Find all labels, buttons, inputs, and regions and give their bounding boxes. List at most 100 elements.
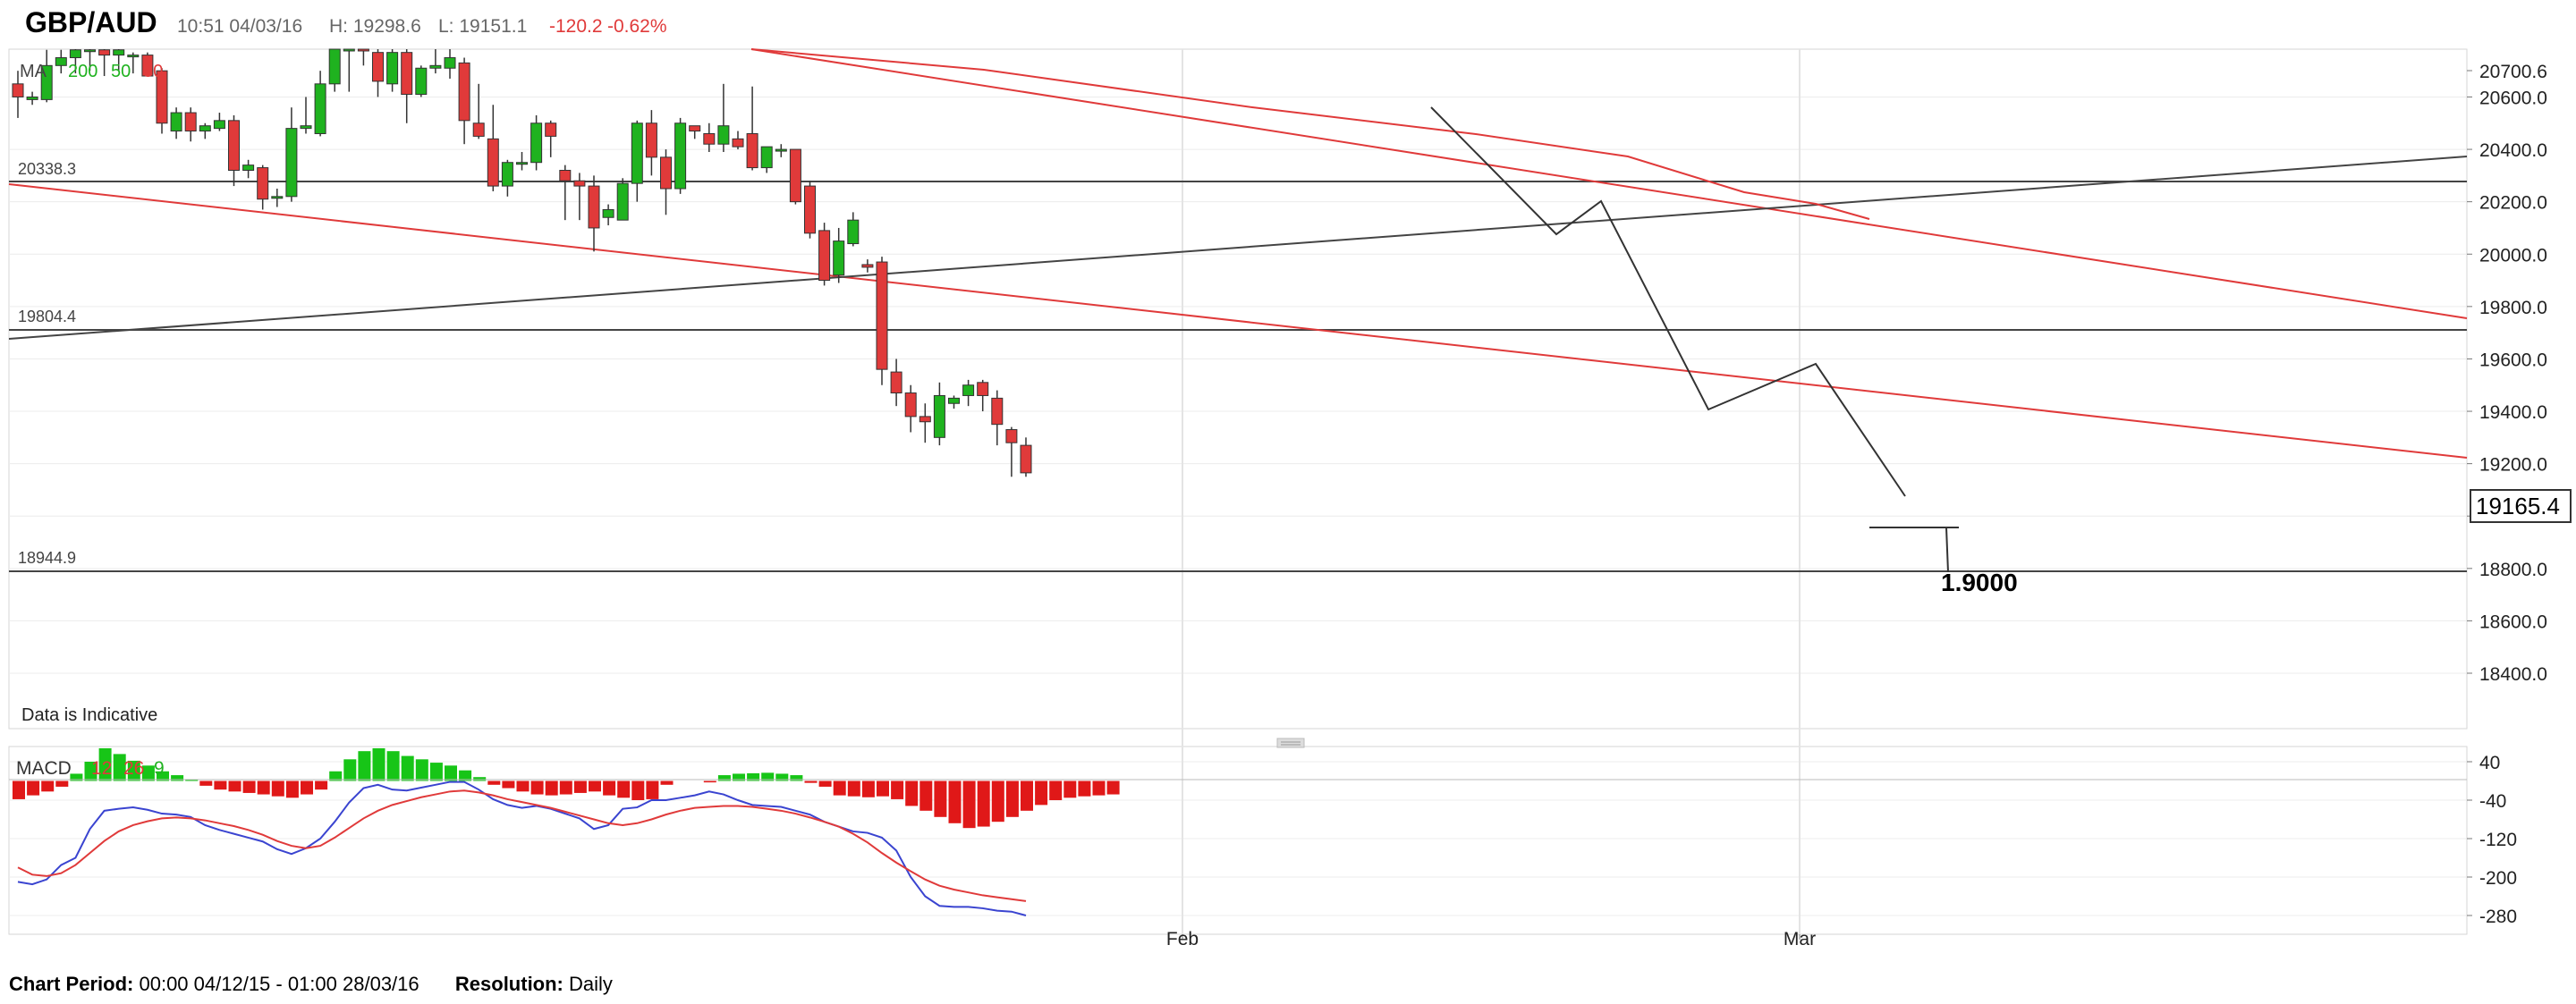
moving-average-line [750, 48, 1870, 220]
level-label-18944: 18944.9 [18, 549, 76, 567]
macd-bar [70, 773, 83, 781]
macd-bar [919, 780, 933, 811]
candle [228, 114, 240, 187]
macd-bar [98, 747, 112, 781]
macd-line [17, 780, 1027, 916]
macd-bar [1092, 780, 1106, 796]
macd-bar [315, 780, 328, 790]
indicative-note: Data is Indicative [21, 705, 157, 725]
macd-bar [415, 759, 428, 781]
candle [732, 131, 744, 150]
macd-bar [459, 770, 472, 781]
price-tick-label: 20600.0 [2479, 88, 2547, 108]
grey-trendline [8, 156, 2468, 340]
macd-signal: 9 [154, 758, 165, 779]
candle [1020, 437, 1032, 477]
candle [818, 223, 831, 286]
candle [645, 110, 657, 176]
symbol-title: GBP/AUD [25, 6, 157, 38]
price-tick-label: 18800.0 [2479, 560, 2547, 580]
macd-bar [847, 780, 860, 797]
macd-bar [516, 780, 530, 792]
red-trendline-upper [750, 48, 2468, 319]
resolution-value: Daily [569, 973, 613, 995]
macd-bar [171, 775, 184, 781]
macd-bar [530, 780, 544, 795]
candle [156, 68, 168, 134]
macd-bar [301, 780, 313, 795]
macd-bar [329, 771, 343, 781]
macd-bar [372, 747, 386, 781]
macd-signal-line [17, 789, 1027, 902]
candle [184, 107, 197, 142]
macd-bar [113, 754, 126, 781]
ma-period-50-a: 50 [111, 62, 131, 81]
macd-bar [242, 780, 256, 793]
macd-tick-label: 40 [2479, 753, 2500, 773]
macd-panel-frame [8, 746, 2468, 935]
candle [861, 259, 874, 273]
candle [717, 83, 730, 152]
candle [401, 49, 413, 123]
macd-bar [905, 780, 919, 806]
candle [991, 390, 1004, 446]
candle [833, 227, 845, 283]
macd-bar [991, 780, 1004, 823]
candle [127, 52, 140, 74]
candle [415, 65, 428, 97]
candle [631, 120, 643, 202]
candle [530, 114, 543, 171]
candle [40, 49, 53, 103]
candle [113, 49, 125, 72]
candle [804, 181, 816, 239]
candle [760, 146, 773, 173]
macd-bar [13, 780, 25, 799]
candle [170, 107, 182, 139]
macd-bar [358, 751, 371, 781]
macd-bar [761, 772, 775, 781]
header-time: 10:51 04/03/16 [177, 16, 302, 37]
macd-bar [257, 780, 270, 795]
candle [357, 48, 369, 66]
candle [890, 359, 902, 407]
grid [9, 96, 2467, 916]
resolution-label: Resolution: [454, 973, 564, 995]
macd-bar [1049, 780, 1063, 800]
price-tick-label: 19800.0 [2479, 298, 2547, 318]
header-high: H: 19298.6 [329, 16, 421, 37]
macd-bar [948, 780, 962, 823]
macd-slow: 26 [123, 758, 144, 779]
ma-label: MA [20, 62, 47, 81]
current-price-label: 19165.4 [2476, 493, 2560, 519]
macd-bar [790, 775, 803, 781]
macd-bar [617, 780, 631, 798]
header-low: L: 19151.1 [438, 16, 527, 37]
candle [602, 204, 614, 226]
macd-bar [473, 777, 487, 781]
time-tick-label: Feb [1166, 929, 1199, 949]
macd-bar [962, 780, 976, 829]
candle [55, 49, 67, 74]
candle [98, 49, 111, 77]
candle [977, 379, 989, 412]
macd-bar [631, 780, 645, 800]
candle [386, 49, 399, 92]
candle [487, 105, 499, 191]
macd-bar [646, 780, 659, 799]
candle [674, 117, 687, 194]
candle [429, 49, 442, 74]
candle [285, 107, 298, 202]
candle [271, 189, 284, 207]
price-tick-label: 20000.0 [2479, 245, 2547, 266]
macd-bar [703, 780, 716, 783]
macd-bar [1021, 780, 1033, 811]
macd-tick-label: -40 [2479, 791, 2506, 812]
panel-resize-handle[interactable] [1276, 738, 1305, 748]
candle [746, 86, 758, 171]
time-axis: Feb Mar [1166, 929, 1816, 949]
macd-bar [84, 762, 97, 781]
macd-bar [55, 780, 69, 787]
macd-label: MACD [16, 758, 72, 779]
candle [545, 120, 557, 157]
macd-tick-label: -280 [2479, 907, 2517, 927]
